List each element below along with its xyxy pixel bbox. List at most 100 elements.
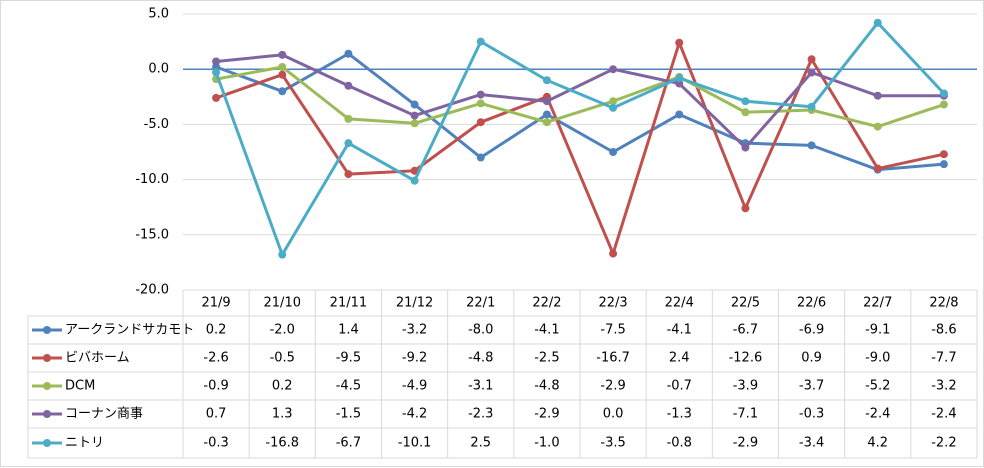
table-value: -2.3 [468,407,493,422]
point [939,160,948,169]
legend-key-marker [43,354,51,362]
point [609,103,618,112]
table-value: 0.2 [206,323,227,338]
point [278,70,287,79]
table-value: -0.5 [270,351,295,366]
point [873,18,882,27]
table-value: -6.7 [733,323,758,338]
table-value: 1.4 [338,323,359,338]
table-value: -1.5 [336,407,361,422]
x-tick-label: 22/3 [598,296,627,311]
table-value: -0.7 [667,379,692,394]
table-value: -6.7 [336,436,361,451]
table-value: -2.2 [931,436,956,451]
legend-label: コーナン商事 [65,407,143,422]
point [212,57,221,66]
table-value: -9.2 [402,351,427,366]
table-value: 1.3 [272,407,293,422]
table-value: -2.9 [733,436,758,451]
legend-key-marker [43,326,51,334]
table-value: -1.3 [667,407,692,422]
legend-label: ニトリ [65,436,104,451]
table-value: -3.1 [468,379,493,394]
table-value: -2.5 [534,351,559,366]
point [476,90,485,99]
y-tick-label: -20.0 [135,283,169,298]
point [542,118,551,127]
point [807,102,816,111]
table-value: -8.6 [931,323,956,338]
table-value: -3.2 [402,323,427,338]
legend-label: ビバホーム [65,351,130,366]
x-tick-label: 22/5 [731,296,760,311]
legend-key-marker [43,439,51,447]
table-value: -10.1 [398,436,432,451]
table-value: 0.7 [206,407,227,422]
point [741,97,750,106]
legend-label: DCM [65,379,95,394]
point [609,249,618,258]
table-value: -3.4 [799,436,824,451]
table-value: 0.0 [603,407,624,422]
table-value: -0.3 [203,436,228,451]
point [410,119,419,128]
series-line [215,53,944,150]
table-value: -16.8 [265,436,299,451]
point [212,62,221,71]
point [807,55,816,64]
table-value: -4.8 [534,379,559,394]
table-value: -12.6 [729,351,763,366]
table-value: -2.0 [270,323,295,338]
point [939,150,948,159]
table-value: 0.2 [272,379,293,394]
table-value: -8.0 [468,323,493,338]
table-value: 2.5 [470,436,491,451]
x-tick-label: 21/11 [330,296,367,311]
y-tick-label: -10.0 [135,172,169,187]
legend-label: アークランドサカモト [65,323,194,338]
point [609,97,618,106]
y-tick-label: 0.0 [148,62,169,77]
table-value: -7.1 [733,407,758,422]
table-value: -3.5 [600,436,625,451]
point [476,37,485,46]
x-tick-label: 22/7 [863,296,892,311]
table-value: -4.8 [468,351,493,366]
table-value: -0.8 [667,436,692,451]
point [410,111,419,120]
table-value: -4.1 [534,323,559,338]
table-value: -4.9 [402,379,427,394]
table-value: -9.0 [865,351,890,366]
point [939,100,948,109]
point [609,65,618,74]
table-value: -2.9 [600,379,625,394]
y-tick-label: 5.0 [148,7,169,22]
table-value: -2.9 [534,407,559,422]
point [873,164,882,173]
table-value: -0.3 [799,407,824,422]
table-value: -9.5 [336,351,361,366]
point [542,97,551,106]
x-tick-label: 21/10 [264,296,301,311]
series-line [215,65,945,129]
point [278,250,287,259]
x-tick-label: 21/9 [201,296,230,311]
point [542,110,551,119]
point [741,108,750,117]
x-tick-label: 22/1 [466,296,495,311]
point [278,87,287,96]
table-value: -2.6 [203,351,228,366]
point [675,110,684,119]
point [609,148,618,156]
point [675,79,684,88]
table-value: -4.1 [667,323,692,338]
series-line [215,52,945,172]
point [873,91,882,100]
point [675,38,684,47]
table-value: 0.9 [801,351,822,366]
x-tick-label: 22/6 [797,296,826,311]
legend-key-marker [43,382,51,390]
point [212,93,221,102]
point [344,81,353,90]
